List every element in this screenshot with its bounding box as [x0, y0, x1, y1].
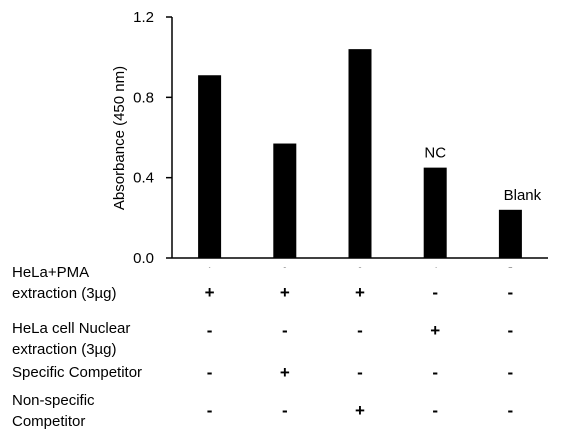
bar-3 — [348, 49, 372, 259]
minus-sign: - — [507, 401, 514, 420]
minus-sign: - — [281, 321, 288, 340]
x-tick-label: 1 — [207, 266, 212, 268]
minus-sign: - — [507, 363, 514, 382]
condition-label-line: HeLa cell Nuclear — [12, 320, 131, 337]
bar-4 — [423, 167, 447, 258]
y-axis-label: Absorbance (450 nm) — [111, 66, 128, 210]
y-tick-label: 1.2 — [133, 9, 154, 26]
plus-sign: + — [355, 401, 365, 420]
bar-2 — [273, 143, 297, 258]
condition-label-line: Specific Competitor — [12, 364, 143, 381]
condition-label-line: Non-specific — [12, 392, 95, 409]
bar-5 — [498, 209, 522, 258]
minus-sign: - — [432, 401, 439, 420]
condition-label: Non-specific Competitor — [12, 390, 95, 432]
minus-sign: - — [281, 401, 288, 420]
y-tick-label: 0.8 — [133, 89, 154, 106]
condition-label: HeLa+PMA extraction (3µg) — [12, 262, 117, 304]
minus-sign: - — [507, 283, 514, 302]
x-tick-label: 5 — [508, 266, 513, 268]
plus-sign: + — [279, 363, 290, 382]
condition-label: Specific Competitor — [12, 362, 142, 383]
condition-label-line: extraction (3µg) — [12, 341, 117, 358]
plus-sign: + — [430, 321, 441, 340]
minus-sign: - — [206, 321, 213, 340]
bar-1 — [198, 75, 222, 258]
bar-annotation: NC — [424, 145, 446, 162]
y-tick-label: 0.0 — [133, 250, 154, 267]
plus-sign: + — [204, 283, 215, 302]
minus-sign: - — [206, 363, 213, 382]
minus-sign: - — [206, 401, 213, 420]
condition-label-line: extraction (3µg) — [12, 285, 117, 302]
minus-sign: - — [432, 363, 439, 382]
minus-sign: - — [357, 321, 363, 340]
x-tick-label: 2 — [282, 266, 287, 268]
plus-sign: + — [355, 283, 365, 302]
x-tick-label: 4 — [433, 266, 438, 268]
plus-sign: + — [279, 283, 290, 302]
bar-chart: Absorbance (450 nm) 0.0 0.4 0.8 1.2 1 2 3 4 5 N… — [111, 9, 548, 268]
bar-annotation: Blank — [504, 187, 542, 204]
condition-label: HeLa cell Nuclear extraction (3µg) — [12, 318, 130, 360]
minus-sign: - — [507, 321, 514, 340]
minus-sign: - — [357, 363, 363, 382]
minus-sign: - — [432, 283, 439, 302]
y-tick-label: 0.4 — [133, 170, 154, 187]
x-tick-label: 3 — [357, 266, 362, 268]
condition-label-line: Competitor — [12, 413, 86, 430]
condition-label-line: HeLa+PMA — [12, 264, 90, 281]
